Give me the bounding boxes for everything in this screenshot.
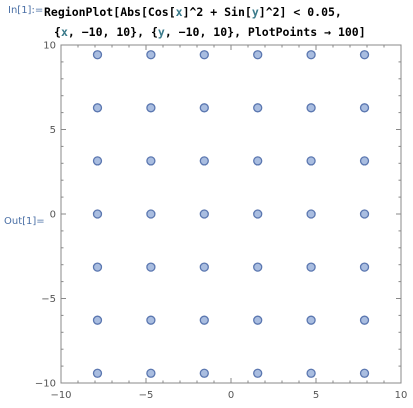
region-point bbox=[92, 209, 103, 219]
region-point bbox=[146, 262, 156, 272]
region-point bbox=[253, 209, 263, 219]
region-point bbox=[146, 103, 156, 113]
region-point bbox=[253, 156, 263, 166]
var-x: x bbox=[175, 5, 183, 19]
region-point bbox=[146, 156, 156, 166]
region-point bbox=[359, 315, 370, 325]
region-point bbox=[146, 315, 156, 325]
region-point bbox=[146, 50, 156, 60]
region-point bbox=[359, 262, 370, 272]
region-point bbox=[199, 368, 209, 378]
region-point bbox=[92, 50, 103, 60]
region-point bbox=[306, 156, 316, 166]
region-point bbox=[359, 368, 370, 378]
y-tick-label: −5 bbox=[41, 294, 56, 305]
region-point bbox=[306, 50, 316, 60]
code-line-2: {x, −10, 10}, {y, −10, 10}, PlotPoints →… bbox=[54, 25, 366, 39]
region-point bbox=[306, 368, 316, 378]
x-tick-label: −5 bbox=[139, 390, 154, 401]
region-point bbox=[92, 103, 103, 113]
region-point bbox=[92, 368, 103, 378]
region-points bbox=[92, 50, 370, 378]
output-cell-label: Out[1]= bbox=[4, 216, 45, 227]
plot-frame-rect bbox=[60, 44, 402, 384]
fn-sin: Sin bbox=[224, 5, 245, 19]
var-x: x bbox=[60, 25, 68, 39]
region-point bbox=[199, 209, 209, 219]
x-tick-label: 0 bbox=[228, 390, 234, 401]
axis-tick-labels: −10 −5 0 5 10 −10 −5 0 5 10 bbox=[35, 41, 407, 402]
region-point bbox=[146, 368, 156, 378]
region-point bbox=[306, 262, 316, 272]
region-point bbox=[199, 156, 209, 166]
region-point bbox=[92, 315, 103, 325]
code-line-1: RegionPlot[Abs[Cos[x]^2 + Sin[y]^2] < 0.… bbox=[44, 5, 342, 19]
region-point bbox=[92, 156, 103, 166]
region-point bbox=[199, 103, 209, 113]
x-tick-label: 5 bbox=[313, 390, 319, 401]
region-point bbox=[199, 262, 209, 272]
region-point bbox=[199, 50, 209, 60]
region-point bbox=[359, 50, 370, 60]
y-tick-label: −10 bbox=[35, 379, 56, 390]
var-y: y bbox=[251, 5, 259, 19]
region-point bbox=[253, 50, 263, 60]
x-tick-label: 10 bbox=[395, 390, 408, 401]
var-y: y bbox=[157, 25, 165, 39]
region-point bbox=[359, 156, 370, 166]
region-point bbox=[306, 103, 316, 113]
y-tick-label: 10 bbox=[43, 41, 56, 52]
region-point bbox=[199, 315, 209, 325]
region-point bbox=[253, 368, 263, 378]
fn-regionplot: RegionPlot bbox=[44, 5, 114, 19]
input-cell-label: In[1]:= bbox=[8, 5, 44, 16]
opt-plotpoints: PlotPoints bbox=[247, 25, 318, 39]
x-tick-label: −10 bbox=[50, 390, 71, 401]
region-point bbox=[306, 315, 316, 325]
y-tick-label: 0 bbox=[50, 210, 56, 221]
region-point bbox=[253, 315, 263, 325]
region-point bbox=[306, 209, 316, 219]
plot-frame bbox=[60, 44, 402, 384]
fn-abs: Abs bbox=[120, 5, 141, 19]
region-point bbox=[253, 262, 263, 272]
region-point bbox=[359, 103, 370, 113]
region-point bbox=[253, 103, 263, 113]
input-code[interactable]: RegionPlot[Abs[Cos[x]^2 + Sin[y]^2] < 0.… bbox=[44, 2, 366, 42]
region-point bbox=[359, 209, 370, 219]
region-point bbox=[92, 262, 103, 272]
y-tick-label: 5 bbox=[50, 125, 56, 136]
fn-cos: Cos bbox=[147, 5, 169, 19]
axis-ticks bbox=[60, 44, 402, 384]
region-point bbox=[146, 209, 156, 219]
